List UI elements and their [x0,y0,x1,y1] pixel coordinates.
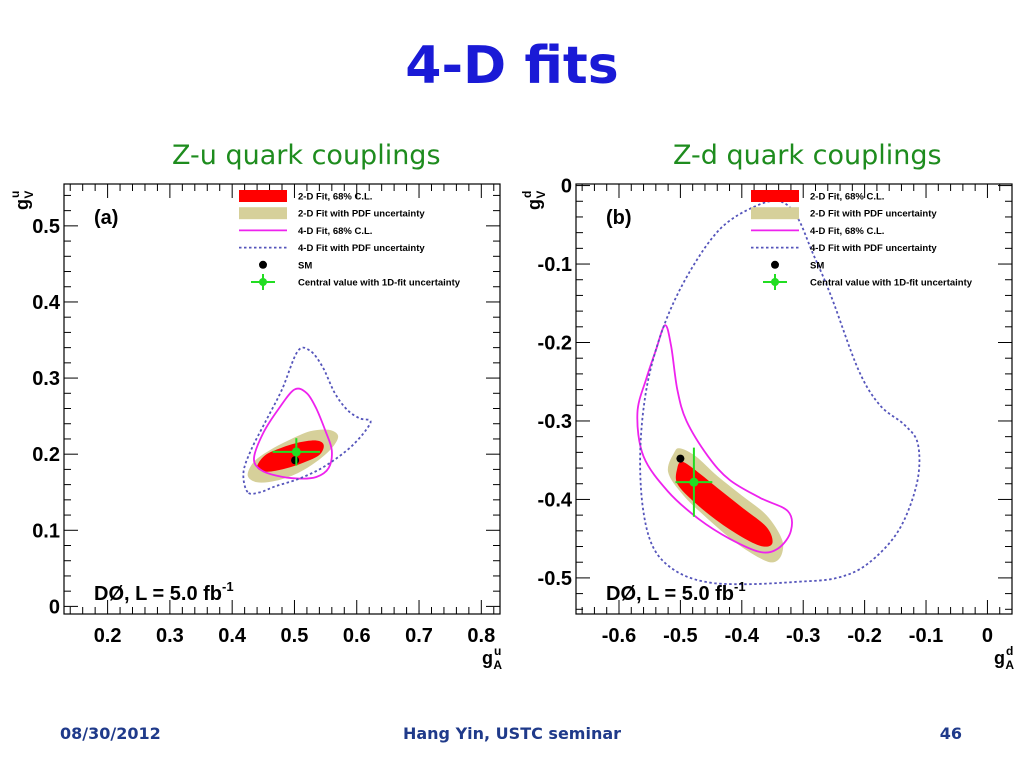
contour-4d-68cl [253,387,333,480]
legend-label: 2-D Fit with PDF uncertainty [298,209,425,220]
x-tick-label: 0.5 [281,625,309,647]
sm-point [676,454,685,463]
legend-item-fit2d-pdf: 2-D Fit with PDF uncertainty [751,207,937,220]
legend-swatch [771,278,779,286]
x-tick-label: 0.4 [218,625,247,647]
central-point [291,447,301,457]
footer-page-number: 46 [939,724,962,743]
chart-zu-couplings: 0.2 0.3 0.4 0.5 0.6 0.7 0.8 0 0.1 0.2 0.3 0.4 0.5 gu A… [8,183,502,672]
panel-label: (b) [606,207,632,229]
legend-item-fit4d-pdf: 4-D Fit with PDF uncertainty [239,243,425,254]
panel-title-d: Z-d quark couplings [673,140,942,171]
legend-swatch [239,207,287,220]
panel-label: (a) [94,207,118,229]
y-tick-label: 0.2 [32,444,60,466]
legend-label: 2-D Fit, 68% C.L. [298,192,372,203]
sm-point [291,456,300,465]
central-value-marker [272,438,320,466]
legend-swatch [771,260,779,269]
x-tick-label: 0.6 [343,625,371,647]
legend-swatch [751,207,799,220]
legend-label: 4-D Fit with PDF uncertainty [298,243,425,254]
legend-label: Central value with 1D-fit uncertainty [810,278,973,289]
footer-presenter: Hang Yin, USTC seminar [402,724,622,743]
y-tick-label: 0 [561,176,572,198]
y-tick-label: 0.5 [32,216,60,238]
region-2d-68cl [257,440,324,472]
x-tick-label: 0.7 [405,625,433,647]
y-axis-title: guV [8,191,36,210]
plot-frame [575,183,1013,615]
x-tick-label: -0.4 [725,625,760,647]
footer-date: 08/30/2012 [60,724,161,743]
y-tick-label: -0.5 [538,568,572,590]
y-tick-label: -0.1 [538,254,572,276]
x-axis-title: gd A [994,644,1014,672]
chart-zd-couplings: -0.6 -0.5 -0.4 -0.3 -0.2 -0.1 0 0 -0.1 -0.2 -0.3 -0… [520,176,1014,672]
contour-4d-68cl [636,324,793,554]
x-tick-label: 0 [982,625,993,647]
central-point [689,477,699,487]
x-tick-label: -0.2 [847,625,881,647]
x-tick-label: -0.6 [602,625,636,647]
legend: 2-D Fit, 68% C.L. 2-D Fit with PDF uncert… [751,190,973,290]
legend-item-central: Central value with 1D-fit uncertainty [763,274,973,290]
y-tick-label: 0.1 [32,520,60,542]
x-axis-title: gu A [482,644,502,672]
legend-label: 2-D Fit with PDF uncertainty [810,209,937,220]
x-tick-label: 0.2 [94,625,122,647]
legend-swatch [751,190,799,202]
y-tick-label: 0.4 [32,292,61,314]
y-tick-label: -0.2 [538,333,572,355]
contour-4d-pdf [242,346,372,495]
y-axis-title: gdV [520,191,548,210]
y-tick-label: -0.4 [538,489,573,511]
legend-item-fit2d-68: 2-D Fit, 68% C.L. [239,190,372,203]
contour-4d-pdf [639,199,921,586]
legend-item-fit4d-pdf: 4-D Fit with PDF uncertainty [751,243,937,254]
legend-label: 4-D Fit, 68% C.L. [298,226,372,237]
legend-item-fit2d-68: 2-D Fit, 68% C.L. [751,190,884,203]
legend-swatch [259,260,267,269]
x-tick-label: -0.3 [786,625,820,647]
x-tick-label: 0.8 [467,625,495,647]
central-value-marker [675,447,713,517]
slide-title: 4-D fits [405,36,619,96]
legend-item-sm: SM [771,260,824,271]
legend-label: 4-D Fit, 68% C.L. [810,226,884,237]
x-tick-label: -0.5 [663,625,697,647]
legend-label: 2-D Fit, 68% C.L. [810,192,884,203]
plot-frame [63,183,501,615]
y-tick-label: 0.3 [32,368,60,390]
x-tick-label: 0.3 [156,625,184,647]
legend-item-fit4d-68: 4-D Fit, 68% C.L. [751,226,884,237]
legend-item-fit4d-68: 4-D Fit, 68% C.L. [239,226,372,237]
legend-item-central: Central value with 1D-fit uncertainty [251,274,461,290]
legend-swatch [259,278,267,286]
legend-label: SM [298,260,312,271]
legend-item-sm: SM [259,260,312,271]
legend-item-fit2d-pdf: 2-D Fit with PDF uncertainty [239,207,425,220]
experiment-label: DØ, L = 5.0 fb-1 [606,579,746,605]
legend-label: 4-D Fit with PDF uncertainty [810,243,937,254]
x-tick-label: -0.1 [909,625,943,647]
experiment-label: DØ, L = 5.0 fb-1 [94,579,234,605]
panel-title-u: Z-u quark couplings [172,140,441,171]
legend-label: Central value with 1D-fit uncertainty [298,278,461,289]
legend-label: SM [810,260,824,271]
legend-swatch [239,190,287,202]
y-tick-label: 0 [49,596,60,618]
y-tick-label: -0.3 [538,411,572,433]
legend: 2-D Fit, 68% C.L. 2-D Fit with PDF uncert… [239,190,461,290]
